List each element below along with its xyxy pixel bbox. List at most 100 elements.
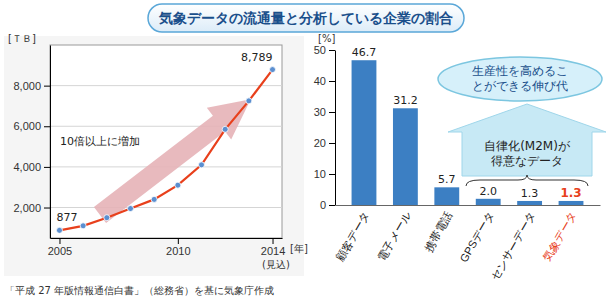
- plot-marks: [352, 60, 584, 205]
- tick-label: 2005: [48, 245, 72, 257]
- point: [246, 98, 252, 104]
- tick-mark: [273, 238, 274, 244]
- title: 気象データの流通量と分析している企業の割合: [158, 10, 453, 26]
- x-axis: 2005 2010 2014: [48, 238, 286, 257]
- tick-label: 携帯電話: [422, 209, 454, 253]
- bar-x-axis-tick: 気象データ: [541, 205, 579, 263]
- bar-y-axis-tick: 0: [320, 199, 335, 211]
- bar-x-axis-tick: 携帯電話: [422, 205, 454, 254]
- line: [59, 70, 272, 231]
- tick-label: 0: [320, 199, 326, 211]
- source: 「平成 27 年版情報通信白書」（総務省）を基に気象庁作成: [5, 285, 274, 296]
- y-axis: 2,000 4,000 6,000 8,000: [13, 46, 50, 239]
- plot-marks: [56, 67, 275, 234]
- data-label: 46.7: [352, 46, 377, 59]
- data-label: 1.3: [521, 187, 539, 200]
- arrow-shape: [88, 83, 263, 230]
- data-label: 8,789: [241, 51, 273, 64]
- bar-x-axis-tick: GPSデータ: [457, 205, 496, 264]
- bar-x-axis-line: [336, 205, 601, 206]
- data-label: 1.3: [560, 186, 581, 200]
- bar-y-axis-tick: 30: [314, 106, 335, 118]
- bar-y-axis-tick: 40: [314, 75, 335, 87]
- bar: [517, 201, 542, 205]
- bar-y-axis-tick: 10: [314, 168, 335, 180]
- page: 気象データの流通量と分析している企業の割合 2,000 4,000 6,000 8,00…: [0, 0, 608, 302]
- tick-mark: [329, 112, 335, 113]
- bar-x-axis-tick: 電子メール: [375, 205, 413, 263]
- tick-mark: [44, 126, 50, 127]
- bar: [352, 60, 377, 205]
- tick-label: 気象データ: [541, 209, 579, 263]
- x-axis-title: [年]: [290, 243, 308, 254]
- annotation: 10倍以上に増加: [60, 135, 140, 148]
- point: [175, 182, 181, 188]
- tick-mark: [329, 50, 335, 51]
- y-axis-tick: 2,000: [13, 202, 50, 214]
- data-label: 2.0: [479, 185, 497, 198]
- y-axis-title: [%]: [318, 33, 335, 44]
- tick-label: GPSデータ: [457, 209, 496, 264]
- x-axis-tick: 2010: [166, 238, 190, 257]
- tick-label: 40: [314, 75, 326, 87]
- grid-line: [50, 207, 282, 208]
- point: [56, 227, 62, 233]
- tick-label: 10: [314, 168, 326, 180]
- x-axis-tick: 2014: [261, 238, 285, 257]
- point: [270, 67, 276, 73]
- tick-mark: [329, 205, 335, 206]
- point: [104, 215, 110, 221]
- annotation: 自律化(M2M)が: [484, 139, 571, 153]
- point: [199, 162, 205, 168]
- tick-mark: [329, 81, 335, 82]
- annotation: (見込): [262, 259, 290, 270]
- bar-y-axis-line: [335, 51, 336, 206]
- bar: [393, 108, 418, 205]
- data-label: 877: [56, 211, 77, 224]
- tick-mark: [178, 238, 179, 244]
- y-axis-tick: 8,000: [13, 80, 50, 92]
- tick-label: 2,000: [13, 202, 41, 214]
- bar-x-axis-tick: 顧客データ: [334, 205, 372, 263]
- tick-label: 20: [314, 137, 326, 149]
- title-banner: [148, 4, 464, 32]
- data-label: 5.7: [438, 173, 456, 186]
- bar-x-axis: 顧客データ電子メール携帯電話GPSデータセンサーデータ気象データ: [334, 205, 601, 282]
- y-axis-tick: 4,000: [13, 161, 50, 173]
- bar-y-axis: 0 10 20 30 40 50: [314, 44, 336, 211]
- bar-y-axis-tick: 20: [314, 137, 335, 149]
- tick-label: 30: [314, 106, 326, 118]
- y-axis-title: [ＴＢ]: [8, 33, 36, 44]
- tick-label: 電子メール: [375, 209, 413, 263]
- y-axis-line: [50, 46, 51, 239]
- tick-mark: [59, 238, 60, 244]
- tick-label: 顧客データ: [334, 209, 372, 263]
- growth-arrow: [88, 83, 263, 230]
- tick-label: 4,000: [13, 161, 41, 173]
- tick-mark: [44, 167, 50, 168]
- bar: [476, 199, 501, 205]
- tick-label: 2010: [166, 245, 190, 257]
- point: [151, 196, 157, 202]
- bar: [434, 187, 459, 205]
- y-axis-tick: 6,000: [13, 120, 50, 132]
- plot-frame: [50, 45, 282, 238]
- point: [222, 126, 228, 132]
- tick-label: 50: [314, 44, 326, 56]
- grid-line: [50, 85, 282, 86]
- tick-label: センサーデータ: [488, 209, 537, 282]
- bar-y-axis-tick: 50: [314, 44, 335, 56]
- tick-label: 8,000: [13, 80, 41, 92]
- tick-mark: [44, 86, 50, 87]
- cloud: [438, 57, 602, 101]
- tick-mark: [329, 174, 335, 175]
- panel-background: [4, 36, 304, 276]
- annotation: 得意なデータ: [491, 154, 563, 168]
- tick-label: 6,000: [13, 120, 41, 132]
- up-arrow: [448, 104, 606, 176]
- x-axis-line: [51, 238, 283, 239]
- point: [127, 206, 133, 212]
- tick-mark: [329, 143, 335, 144]
- data-label: 31.2: [393, 94, 418, 107]
- x-axis-tick: 2005: [48, 238, 72, 257]
